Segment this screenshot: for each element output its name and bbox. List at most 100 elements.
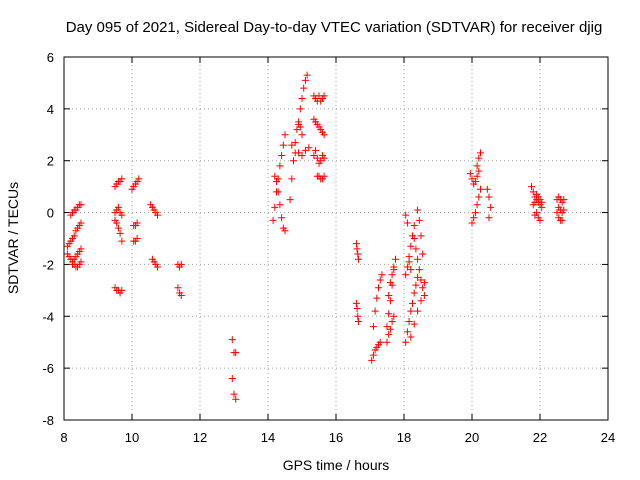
series-pass-07 bbox=[111, 203, 126, 219]
data-point bbox=[410, 222, 418, 230]
x-tick-label: 20 bbox=[465, 430, 479, 445]
data-point bbox=[303, 71, 311, 79]
data-point bbox=[407, 242, 415, 250]
data-point bbox=[371, 307, 379, 315]
data-point bbox=[475, 193, 483, 201]
data-point bbox=[419, 250, 427, 258]
series-pass-23 bbox=[310, 92, 328, 105]
x-tick-label: 14 bbox=[261, 430, 275, 445]
series-pass-41 bbox=[468, 185, 484, 227]
data-point bbox=[412, 281, 420, 289]
series-pass-16 bbox=[228, 336, 240, 357]
data-point bbox=[473, 172, 481, 180]
series-pass-14 bbox=[174, 260, 185, 271]
data-point bbox=[114, 224, 122, 232]
data-point bbox=[528, 183, 535, 191]
series-pass-04 bbox=[69, 258, 85, 271]
data-point bbox=[177, 292, 185, 300]
data-point bbox=[475, 167, 483, 175]
x-tick-label: 16 bbox=[329, 430, 343, 445]
data-point bbox=[354, 317, 362, 325]
series-pass-34 bbox=[402, 273, 422, 346]
data-point bbox=[301, 76, 309, 84]
series-pass-24 bbox=[310, 115, 328, 139]
data-point bbox=[135, 175, 143, 183]
series-pass-28 bbox=[352, 299, 362, 325]
data-point bbox=[403, 328, 411, 336]
data-point bbox=[174, 284, 182, 292]
data-point bbox=[298, 94, 306, 102]
data-point bbox=[286, 196, 294, 204]
series-pass-33 bbox=[383, 312, 398, 346]
series-pass-11 bbox=[130, 219, 141, 230]
data-point bbox=[410, 320, 418, 328]
data-point bbox=[417, 232, 425, 240]
data-point bbox=[414, 206, 422, 214]
series-pass-38 bbox=[414, 206, 427, 258]
data-point bbox=[77, 201, 85, 209]
data-point bbox=[77, 219, 85, 227]
y-tick-label: 0 bbox=[47, 206, 54, 221]
series-pass-08 bbox=[111, 284, 126, 297]
data-point bbox=[369, 351, 377, 359]
data-point bbox=[320, 154, 328, 162]
data-point bbox=[390, 312, 398, 320]
data-point bbox=[230, 390, 238, 398]
y-tick-label: 6 bbox=[47, 50, 54, 65]
data-point bbox=[298, 131, 306, 139]
data-point bbox=[271, 172, 279, 180]
series-pass-21 bbox=[288, 141, 313, 160]
series-pass-18 bbox=[269, 131, 289, 224]
data-point bbox=[402, 211, 410, 219]
data-point bbox=[466, 170, 474, 178]
data-point bbox=[390, 263, 398, 271]
series-pass-39 bbox=[407, 279, 428, 341]
series-pass-06 bbox=[111, 216, 126, 245]
x-tick-label: 22 bbox=[533, 430, 547, 445]
data-point bbox=[385, 310, 393, 318]
data-point bbox=[352, 299, 360, 307]
data-point bbox=[473, 201, 481, 209]
data-points bbox=[63, 71, 568, 403]
data-point bbox=[116, 229, 124, 237]
data-point bbox=[383, 338, 391, 346]
data-point bbox=[420, 279, 428, 287]
data-point bbox=[177, 260, 185, 268]
data-point bbox=[473, 162, 481, 170]
series-pass-32 bbox=[385, 255, 399, 300]
data-point bbox=[118, 286, 126, 294]
series-pass-29 bbox=[368, 338, 384, 364]
data-point bbox=[477, 185, 484, 193]
series-pass-17 bbox=[228, 375, 240, 403]
series-pass-27 bbox=[352, 240, 362, 263]
x-tick-label: 24 bbox=[601, 430, 615, 445]
series-pass-49 bbox=[553, 203, 568, 217]
data-point bbox=[407, 307, 415, 315]
chart-title: Day 095 of 2021, Sidereal Day-to-day VTE… bbox=[66, 19, 603, 36]
data-point bbox=[485, 193, 493, 201]
data-point bbox=[485, 214, 493, 222]
data-point bbox=[269, 216, 277, 224]
data-point bbox=[419, 284, 427, 292]
data-point bbox=[279, 141, 287, 149]
data-point bbox=[232, 395, 240, 403]
data-point bbox=[385, 330, 393, 338]
data-point bbox=[281, 227, 289, 235]
data-point bbox=[385, 292, 393, 300]
series-pass-30 bbox=[369, 271, 386, 331]
data-point bbox=[475, 154, 483, 162]
y-tick-label: -8 bbox=[42, 413, 54, 428]
data-point bbox=[558, 216, 566, 224]
y-axis-label: SDTVAR / TECUs bbox=[5, 182, 21, 294]
data-point bbox=[386, 297, 394, 305]
series-pass-19 bbox=[271, 172, 289, 235]
data-point bbox=[228, 375, 236, 383]
data-point bbox=[77, 258, 85, 266]
data-point bbox=[376, 338, 384, 346]
series-pass-40 bbox=[466, 167, 483, 188]
series-pass-37 bbox=[402, 211, 415, 274]
data-point bbox=[468, 219, 476, 227]
series-pass-09 bbox=[128, 175, 143, 193]
